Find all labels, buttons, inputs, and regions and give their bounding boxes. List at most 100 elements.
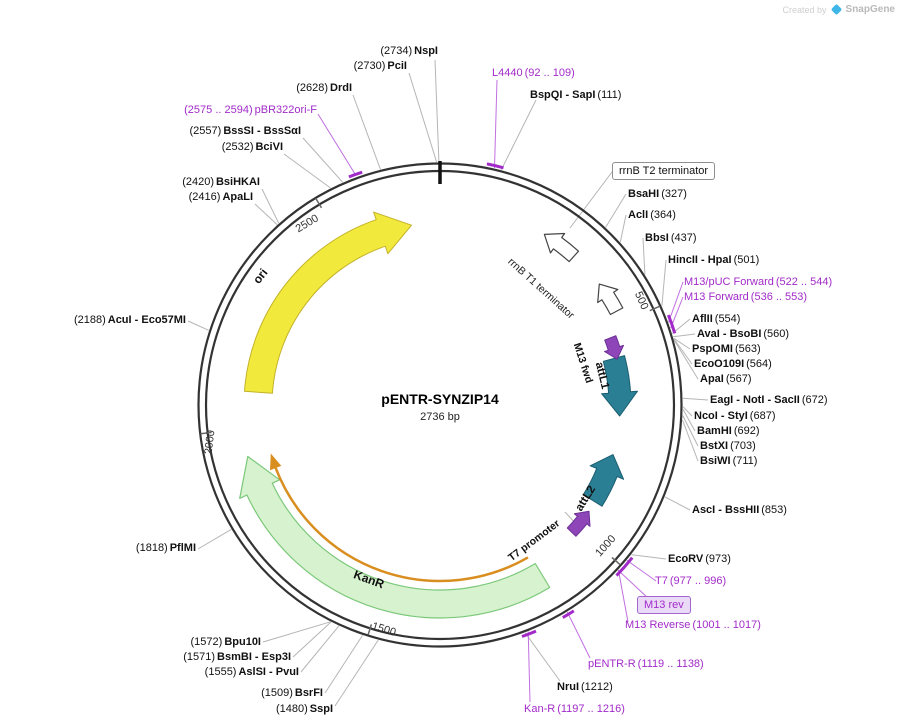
site-label-pspomi[interactable]: PspOMI (563) — [692, 343, 761, 355]
callout-line — [673, 338, 693, 365]
site-label-eagi[interactable]: EagI - NotI - SacII (672) — [710, 394, 828, 406]
callout-line — [334, 639, 379, 707]
tick-2500 — [315, 198, 323, 209]
primer-callout-line — [527, 631, 531, 703]
site-label-bsmbi[interactable]: (1571) BsmBI - Esp3I — [183, 651, 291, 663]
callout-line — [673, 337, 691, 350]
snapgene-logo-icon — [831, 4, 841, 15]
site-label-bspqi[interactable]: BspQI - SapI (111) — [530, 89, 622, 101]
site-label-ecoo109i[interactable]: EcoO109I (564) — [694, 358, 772, 370]
callout-line — [302, 137, 344, 183]
site-label-sspi[interactable]: (1480) SspI — [275, 703, 333, 715]
site-label-nspi[interactable]: (2734) NspI — [380, 45, 438, 57]
site-label-bbsi[interactable]: BbsI (437) — [645, 232, 697, 244]
site-label-bamhi[interactable]: BamHI (692) — [697, 425, 760, 437]
attl1-feature-arrow[interactable] — [601, 355, 638, 417]
site-label-asci[interactable]: AscI - BssHII (853) — [692, 504, 787, 516]
site-label-bcivi[interactable]: (2532) BciVI — [221, 141, 283, 153]
primer-mark-pbr322ori-f — [348, 170, 363, 179]
callout-line — [682, 415, 699, 447]
tick-1500 — [367, 624, 373, 636]
ori-feature-arrow[interactable] — [244, 211, 412, 394]
callout-line — [661, 259, 667, 306]
site-label-apali[interactable]: (2416) ApaLI — [188, 191, 253, 203]
callout-line — [673, 340, 699, 380]
tick-2000 — [200, 431, 212, 435]
watermark: Created by SnapGene — [783, 4, 896, 15]
primer-label-m13-reverse[interactable]: M13 Reverse (1001 .. 1017) — [625, 619, 761, 631]
primer-marks[interactable] — [348, 162, 677, 638]
rrnb-t1-terminator-arrow[interactable] — [597, 283, 624, 316]
site-label-avai[interactable]: AvaI - BsoBI (560) — [697, 328, 790, 340]
callout-line — [682, 409, 696, 432]
site-label-pcii[interactable]: (2730) PciI — [353, 60, 407, 72]
kanr-orange-arc — [274, 467, 529, 583]
site-label-hincii[interactable]: HincII - HpaI (501) — [668, 254, 760, 266]
primer-label-m13puc-forward[interactable]: M13/pUC Forward (522 .. 544) — [684, 276, 833, 288]
site-label-pflmi[interactable]: (1818) PflMI — [135, 542, 196, 554]
site-label-apai[interactable]: ApaI (567) — [700, 373, 752, 385]
primer-label-pentr-r[interactable]: pENTR-R (1119 .. 1138) — [588, 658, 704, 670]
plasmid-name: pENTR-SYNZIP14 — [381, 391, 499, 407]
site-label-acui[interactable]: (2188) AcuI - Eco57MI — [73, 314, 186, 326]
primer-callout-line — [566, 611, 591, 659]
callout-line — [619, 214, 627, 243]
primer-callout-line — [668, 281, 684, 323]
attl2-feature-arrow[interactable] — [582, 454, 625, 507]
watermark-brand: SnapGene — [845, 4, 895, 15]
site-label-bsihkai[interactable]: (2420) BsiHKAI — [182, 176, 260, 188]
primer-mark-kan-r — [521, 629, 537, 638]
callout-line — [434, 59, 440, 163]
callout-line — [352, 94, 381, 170]
primer-mark-t7-m13rev — [615, 556, 634, 577]
primer-label-kan-r[interactable]: Kan-R (1197 .. 1216) — [524, 703, 625, 715]
site-label-nrui[interactable]: NruI (1212) — [557, 681, 613, 693]
m13-fwd-feature-arrow[interactable] — [604, 335, 624, 360]
callout-line — [292, 621, 332, 658]
site-label-drdi[interactable]: (2628) DrdI — [296, 82, 352, 94]
site-label-bpu10i[interactable]: (1572) Bpu10I — [190, 636, 261, 648]
watermark-prefix: Created by — [782, 4, 827, 15]
rrnb-t2-terminator-arrow[interactable] — [543, 232, 580, 263]
callout-line — [682, 419, 699, 462]
primer-label-pbr322ori-f[interactable]: (2575 .. 2594) pBR322ori-F — [184, 104, 317, 116]
callout-line — [642, 237, 646, 275]
callout-line — [500, 99, 537, 171]
callout-line — [524, 632, 561, 682]
site-label-bstxi[interactable]: BstXI (703) — [700, 440, 756, 452]
scale-ticks — [200, 198, 661, 636]
callout-line — [682, 397, 709, 401]
primer-callout-line — [617, 569, 629, 623]
kanr-orange-arrowhead — [270, 453, 282, 471]
primer-label-l4440[interactable]: L4440 (92 .. 109) — [492, 67, 575, 79]
callout-line — [187, 320, 209, 331]
callout-line — [197, 528, 232, 550]
site-label-ecorv[interactable]: EcoRV (973) — [668, 553, 731, 565]
primer-label-m13-forward[interactable]: M13 Forward (536 .. 553) — [684, 291, 808, 303]
site-label-bsahi[interactable]: BsaHI (327) — [628, 188, 687, 200]
callout-line — [283, 153, 331, 189]
primer-label-t7[interactable]: T7 (977 .. 996) — [655, 575, 727, 587]
site-label-acli[interactable]: AclI (364) — [628, 209, 676, 221]
callout-line — [631, 554, 667, 560]
primer-callout-line — [317, 113, 356, 175]
callout-line — [300, 625, 340, 673]
primer-mark-l4440 — [486, 162, 504, 170]
callout-line — [261, 188, 280, 224]
site-label-aflii[interactable]: AflII (554) — [692, 313, 741, 325]
t7-promoter-feature-arrow[interactable] — [566, 510, 591, 537]
callout-line — [569, 171, 613, 229]
callout-line — [254, 203, 278, 225]
m13-rev-boxed-label[interactable]: M13 rev — [637, 596, 691, 614]
callout-lines — [187, 59, 709, 707]
kanr-feature-arrow[interactable] — [239, 455, 551, 619]
site-label-bsiwi[interactable]: BsiWI (711) — [700, 455, 758, 467]
site-label-bsrfi[interactable]: (1509) BsrFI — [261, 687, 323, 699]
rrnb-t2-terminator-boxed-label[interactable]: rrnB T2 terminator — [612, 162, 716, 180]
site-label-bsssi[interactable]: (2557) BssSI - BssSαI — [189, 125, 301, 137]
site-label-aslsi[interactable]: (1555) AslSI - PvuI — [204, 666, 299, 678]
callout-line — [605, 193, 627, 228]
site-label-ncoi[interactable]: NcoI - StyI (687) — [694, 410, 776, 422]
